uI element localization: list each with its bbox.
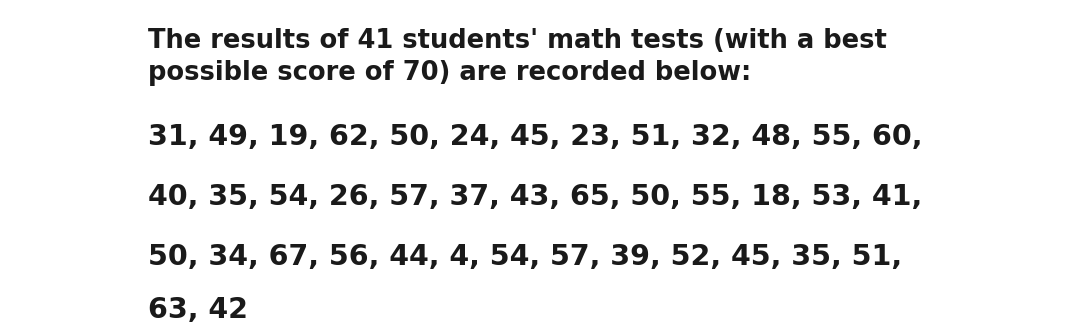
Text: 40, 35, 54, 26, 57, 37, 43, 65, 50, 55, 18, 53, 41,: 40, 35, 54, 26, 57, 37, 43, 65, 50, 55, … xyxy=(148,183,922,211)
Text: 31, 49, 19, 62, 50, 24, 45, 23, 51, 32, 48, 55, 60,: 31, 49, 19, 62, 50, 24, 45, 23, 51, 32, … xyxy=(148,123,922,151)
Text: 50, 34, 67, 56, 44, 4, 54, 57, 39, 52, 45, 35, 51,: 50, 34, 67, 56, 44, 4, 54, 57, 39, 52, 4… xyxy=(148,243,902,271)
Text: The results of 41 students' math tests (with a best: The results of 41 students' math tests (… xyxy=(148,28,887,54)
Text: possible score of 70) are recorded below:: possible score of 70) are recorded below… xyxy=(148,60,752,86)
Text: 63, 42: 63, 42 xyxy=(148,296,248,324)
